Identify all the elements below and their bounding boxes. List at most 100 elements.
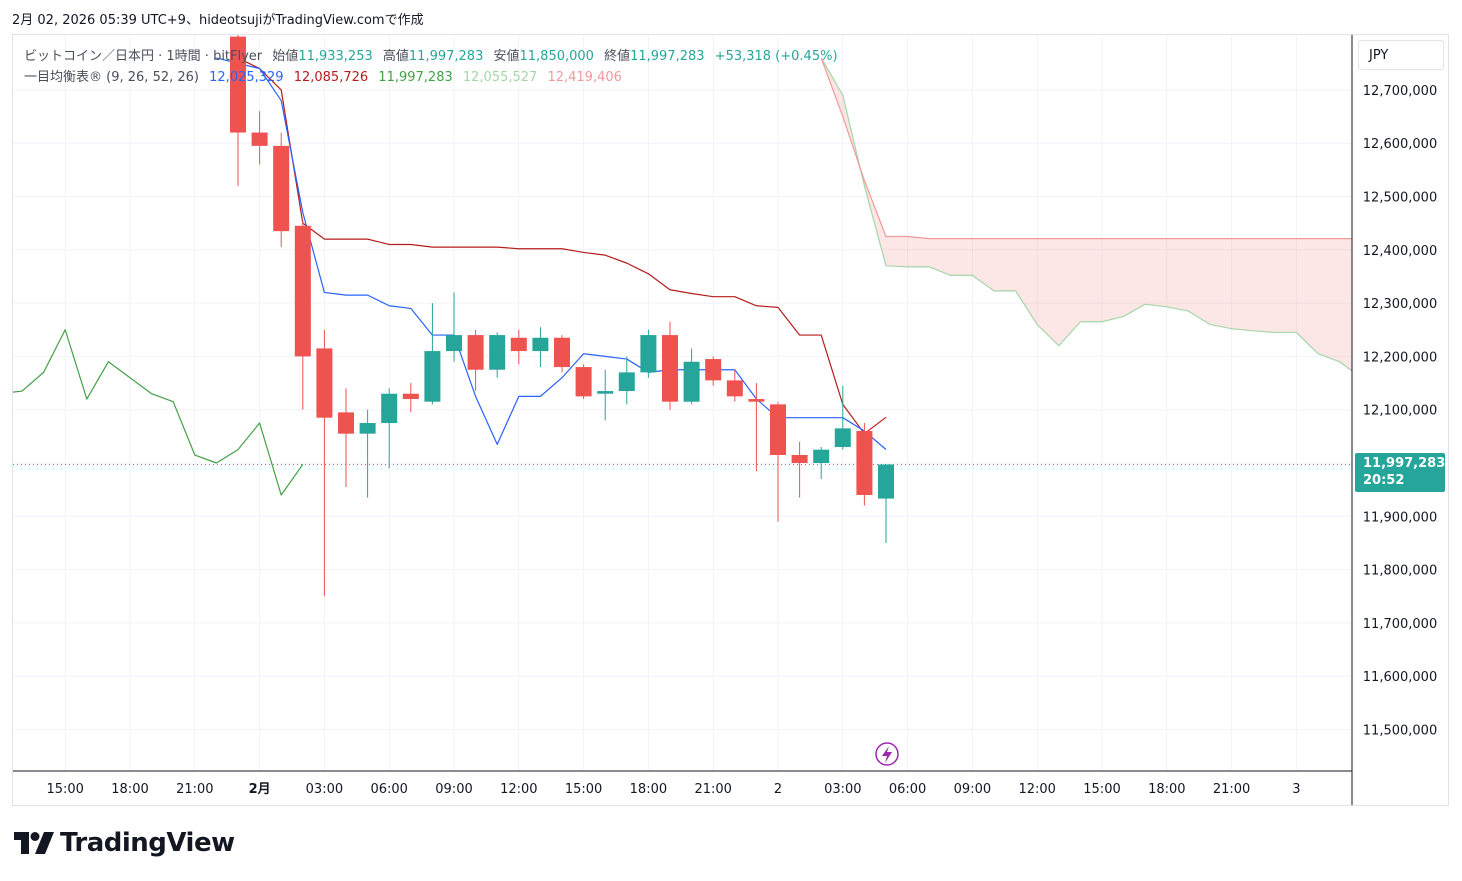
candle-body-down[interactable]	[856, 431, 873, 495]
low-value: 11,850,000	[519, 49, 594, 64]
last-price-value: 11,997,283	[1363, 456, 1446, 471]
close-value: 11,997,283	[630, 49, 705, 64]
high-value: 11,997,283	[408, 49, 484, 64]
candle-body-down[interactable]	[402, 393, 419, 400]
low-label: 安値	[493, 49, 520, 64]
senkou-b-value: 12,419,406	[547, 70, 622, 85]
x-tick-label: 15:00	[46, 782, 83, 797]
candle-body-down[interactable]	[230, 36, 246, 133]
chikou-span-line	[13, 329, 304, 496]
y-tick-label: 12,700,000	[1363, 84, 1437, 99]
y-tick-label: 11,700,000	[1363, 617, 1437, 632]
x-tick-label: 18:00	[630, 782, 667, 797]
candle-body-up[interactable]	[424, 351, 441, 402]
chart-frame	[12, 34, 1449, 806]
y-tick-label: 12,100,000	[1363, 404, 1437, 419]
candle-body-up[interactable]	[640, 335, 657, 373]
candle-body-down[interactable]	[338, 412, 354, 434]
x-tick-label: 2月	[249, 782, 271, 797]
x-tick-label: 06:00	[889, 782, 926, 797]
kijun-sen-line	[237, 57, 887, 435]
candle-body-up[interactable]	[532, 337, 549, 352]
indicator-params: (9, 26, 52, 26)	[106, 70, 199, 85]
candle-body-up[interactable]	[489, 335, 506, 370]
senkou-a-line	[820, 57, 1352, 372]
change-value: +53,318 (+0.45%)	[714, 49, 838, 64]
symbol-info[interactable]: ビットコイン／日本円 · 1時間 · bitFlyer	[24, 49, 263, 64]
x-tick-label: 03:00	[824, 782, 861, 797]
candle-body-down[interactable]	[705, 359, 722, 381]
x-tick-label: 2	[774, 782, 782, 797]
last-price-tag: 11,997,283 20:52	[1355, 453, 1445, 492]
open-group: 始値11,933,253	[272, 49, 372, 64]
candle-body-up[interactable]	[359, 423, 376, 434]
event-marker[interactable]	[875, 742, 899, 766]
x-tick-label: 09:00	[954, 782, 991, 797]
candle-body-down[interactable]	[316, 348, 333, 418]
currency-selector[interactable]: JPY	[1358, 40, 1444, 70]
creation-info: 2月 02, 2026 05:39 UTC+9、hideotsujiがTradi…	[12, 13, 424, 28]
candles[interactable]	[230, 26, 894, 597]
kijun-value: 12,085,726	[293, 70, 369, 85]
candle-body-up[interactable]	[618, 372, 635, 392]
candle-body-down[interactable]	[748, 399, 765, 402]
legend-indicator-row: 一目均衡表® (9, 26, 52, 26) 12,025,329 12,085…	[24, 66, 628, 85]
brand-name: TradingView	[60, 828, 235, 858]
y-tick-label: 11,600,000	[1363, 670, 1437, 685]
close-label: 終値	[604, 49, 631, 64]
high-label: 高値	[382, 49, 409, 64]
candle-body-down[interactable]	[251, 132, 268, 146]
kumo-cloud	[821, 57, 1352, 371]
x-tick-label: 15:00	[1083, 782, 1120, 797]
x-tick-label: 21:00	[176, 782, 213, 797]
candle-body-down[interactable]	[726, 380, 743, 397]
high-group: 高値11,997,283	[383, 49, 483, 64]
x-tick-label: 06:00	[370, 782, 407, 797]
y-tick-label: 12,400,000	[1363, 244, 1437, 259]
candle-body-down[interactable]	[510, 337, 527, 352]
tradingview-brand[interactable]: TradingView	[14, 828, 235, 858]
candle-body-up[interactable]	[683, 361, 700, 402]
y-tick-label: 12,500,000	[1363, 191, 1437, 206]
candle-body-up[interactable]	[813, 449, 830, 463]
candle-body-down[interactable]	[467, 335, 484, 370]
tenkan-value: 12,025,329	[209, 70, 284, 85]
candle-body-up[interactable]	[878, 464, 894, 499]
candle-body-down[interactable]	[294, 225, 311, 357]
senkou-a-value: 12,055,527	[462, 70, 538, 85]
candle-body-down[interactable]	[791, 455, 808, 463]
chikou-value: 11,997,283	[378, 70, 453, 85]
x-tick-label: 18:00	[1148, 782, 1185, 797]
y-tick-label: 11,800,000	[1363, 564, 1437, 579]
x-tick-label: 15:00	[565, 782, 602, 797]
bar-countdown: 20:52	[1363, 473, 1405, 488]
candle-body-down[interactable]	[575, 367, 592, 397]
senkou-b-line	[820, 57, 1352, 240]
candle-body-down[interactable]	[554, 337, 570, 368]
close-group: 終値11,997,283	[604, 49, 704, 64]
x-tick-label: 09:00	[435, 782, 472, 797]
y-tick-label: 12,600,000	[1363, 137, 1437, 152]
x-tick-label: 18:00	[111, 782, 148, 797]
candle-body-up[interactable]	[597, 391, 614, 394]
x-tick-label: 03:00	[306, 782, 343, 797]
x-tick-label: 12:00	[1018, 782, 1055, 797]
legend-price-row: ビットコイン／日本円 · 1時間 · bitFlyer 始値11,933,253…	[24, 45, 844, 64]
x-tick-label: 3	[1292, 782, 1300, 797]
indicator-name[interactable]: 一目均衡表®	[24, 70, 103, 85]
candle-body-up[interactable]	[834, 428, 851, 448]
grid-lines	[13, 35, 1352, 771]
x-tick-label: 21:00	[694, 782, 731, 797]
candle-body-down[interactable]	[662, 335, 678, 402]
low-group: 安値11,850,000	[493, 49, 593, 64]
y-tick-label: 12,300,000	[1363, 297, 1437, 312]
y-tick-label: 12,200,000	[1363, 350, 1437, 365]
candle-body-up[interactable]	[381, 393, 398, 424]
tradingview-logo-icon	[14, 832, 54, 854]
y-tick-label: 11,500,000	[1363, 724, 1437, 739]
candle-body-down[interactable]	[273, 145, 290, 232]
candle-body-up[interactable]	[446, 335, 462, 352]
candle-body-down[interactable]	[770, 404, 786, 456]
lightning-bolt-shape	[882, 746, 892, 763]
